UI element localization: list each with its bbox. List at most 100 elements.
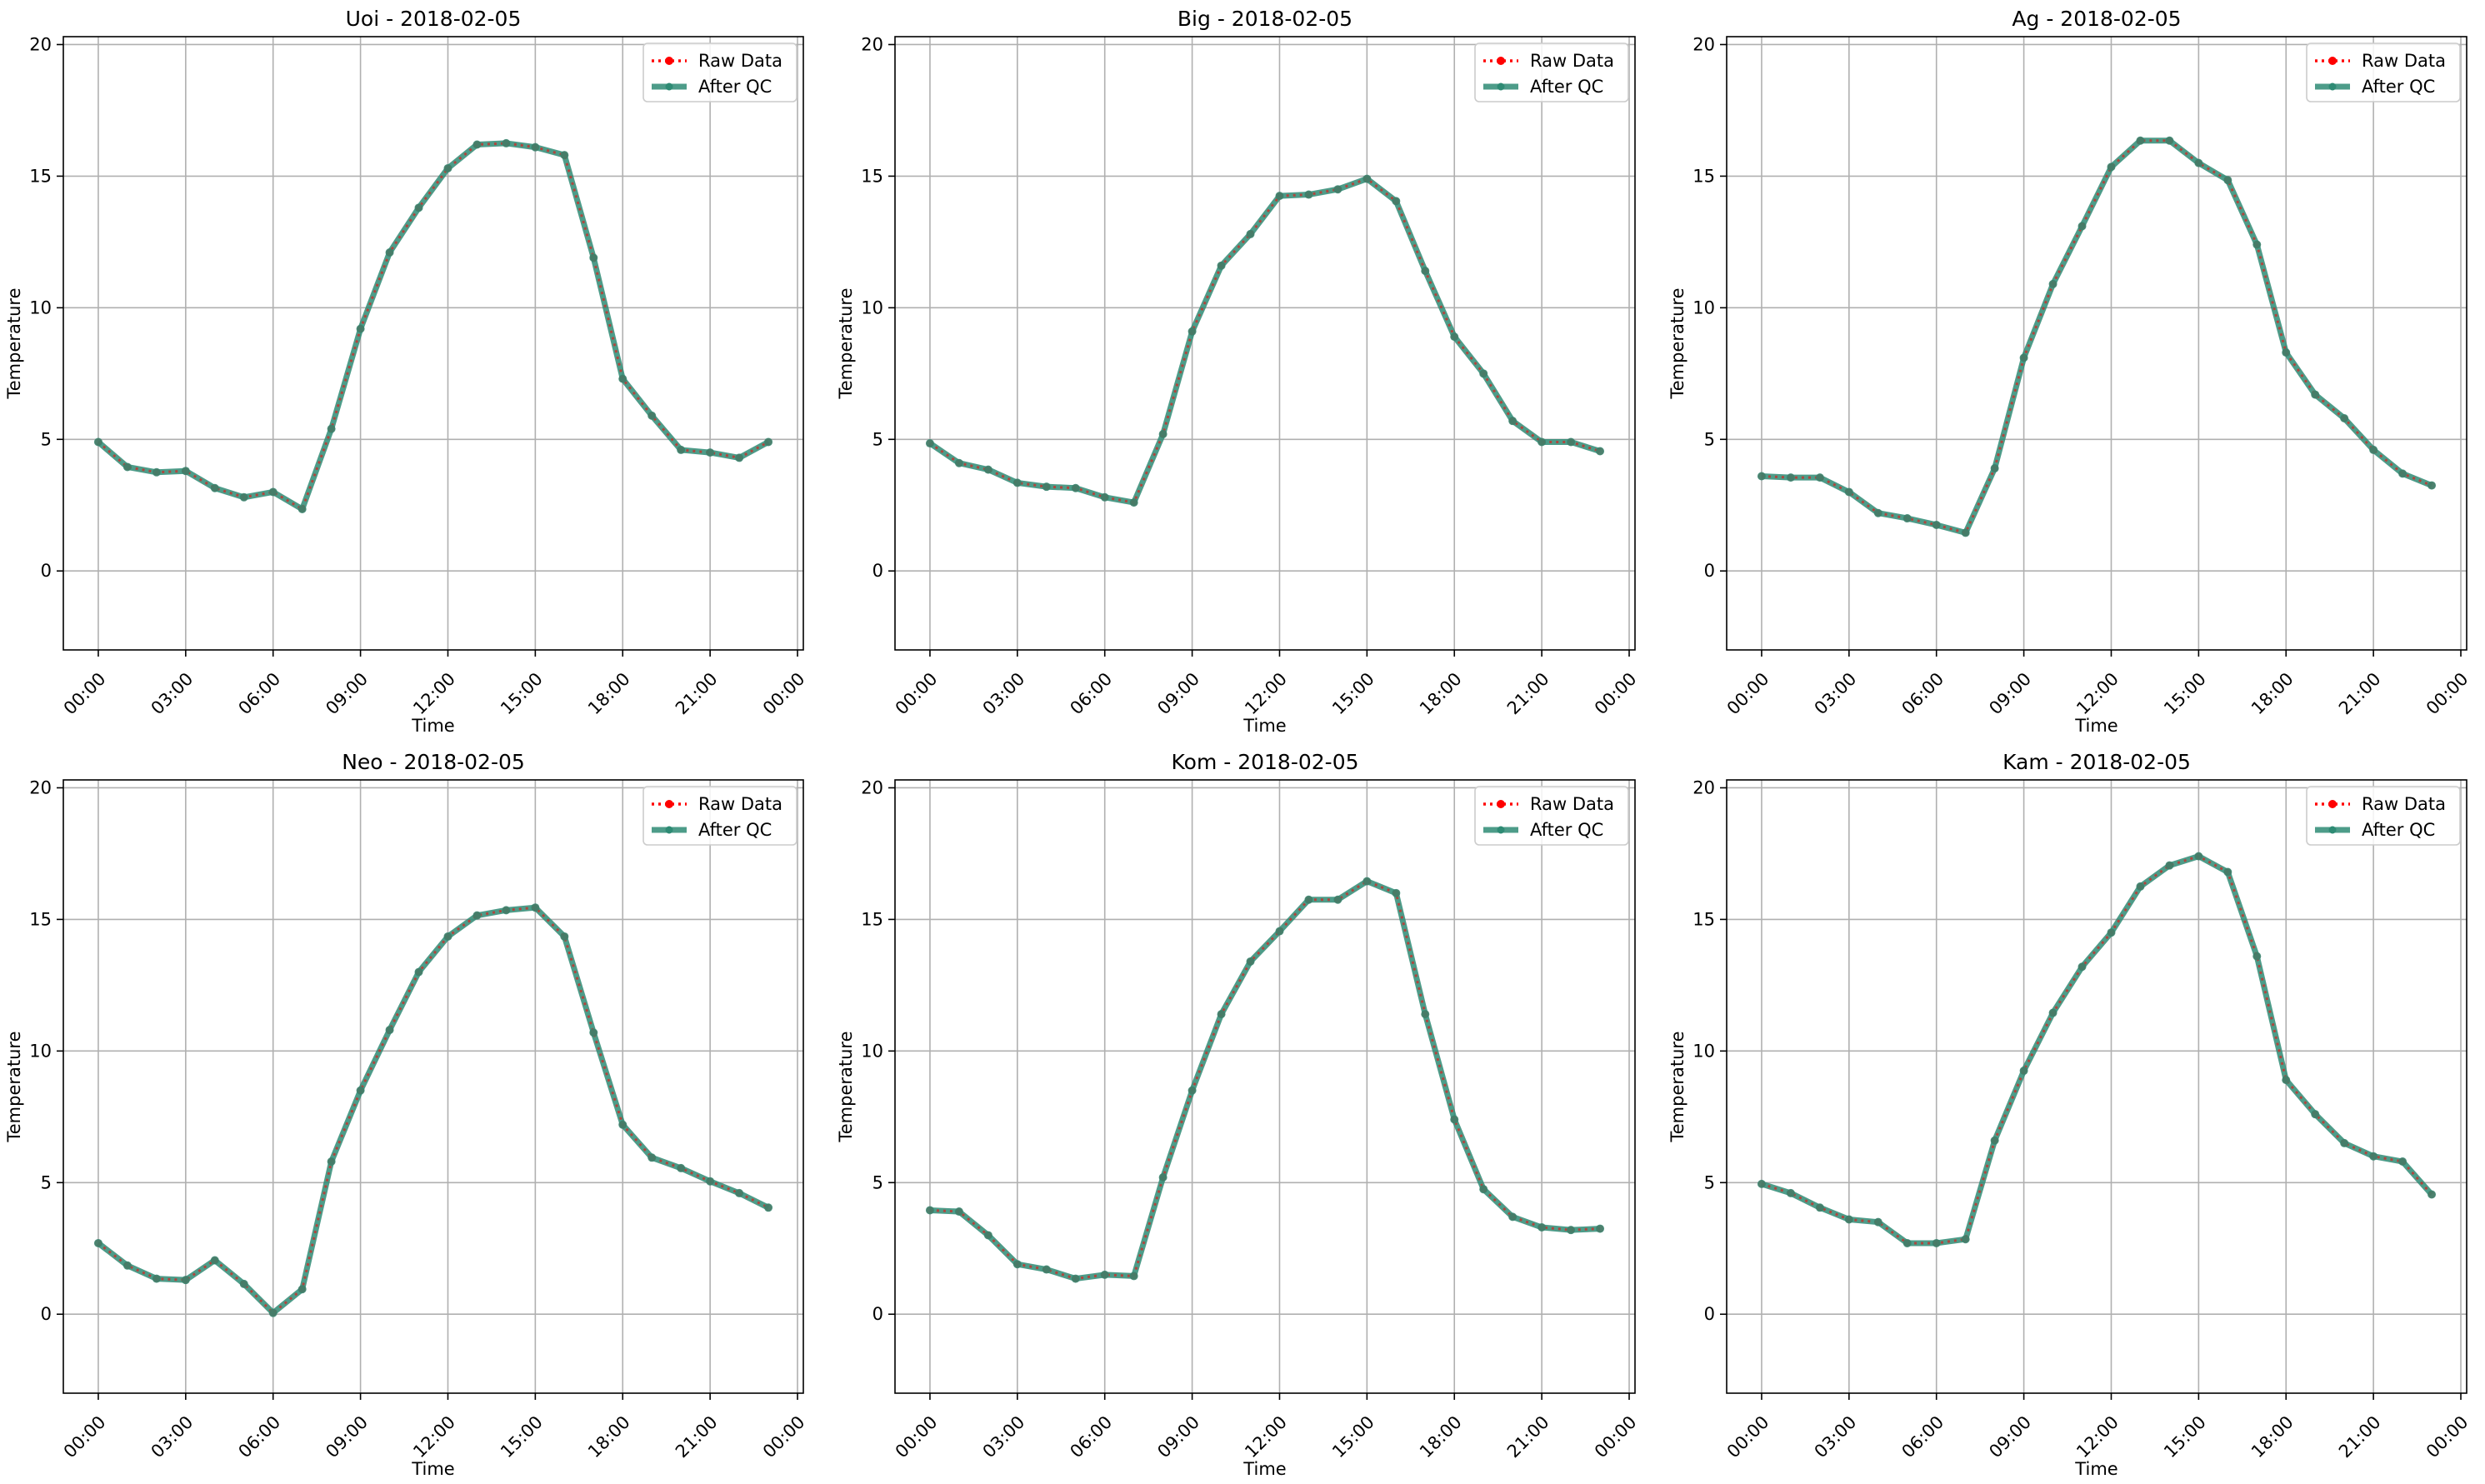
x-tick-label: 00:00 [759, 669, 809, 719]
data-point-after-qc [1304, 190, 1313, 199]
data-point-after-qc [735, 1188, 744, 1197]
legend-marker-raw [2328, 57, 2337, 65]
data-point-after-qc [1246, 957, 1255, 966]
legend-marker-raw [665, 57, 673, 65]
legend-label-after-qc: After QC [1530, 820, 1603, 840]
y-tick-label: 15 [1692, 909, 1715, 929]
y-tick-label: 15 [29, 909, 52, 929]
data-point-after-qc [954, 458, 963, 467]
data-point-after-qc [1902, 514, 1912, 523]
data-point-after-qc [1786, 473, 1795, 482]
data-point-after-qc [2165, 136, 2174, 145]
data-point-after-qc [531, 142, 540, 152]
data-point-after-qc [1596, 1224, 1605, 1233]
legend-label-after-qc: After QC [2362, 77, 2435, 97]
data-point-after-qc [2048, 279, 2058, 288]
data-point-after-qc [983, 1231, 992, 1240]
legend-label-after-qc: After QC [698, 820, 772, 840]
data-point-after-qc [239, 1279, 248, 1288]
x-tick-label: 00:00 [2422, 1412, 2472, 1462]
data-point-after-qc [1304, 895, 1313, 904]
x-tick-label: 00:00 [60, 1412, 110, 1462]
data-point-after-qc [210, 1256, 219, 1265]
data-point-after-qc [1421, 267, 1430, 276]
data-point-after-qc [1188, 327, 1197, 336]
y-tick-label: 10 [861, 297, 883, 317]
y-tick-label: 0 [1704, 561, 1715, 581]
data-point-after-qc [327, 424, 336, 433]
y-axis-label: Temperature [1668, 1031, 1688, 1142]
data-point-after-qc [2340, 1138, 2349, 1147]
y-tick-label: 15 [1692, 166, 1715, 186]
axes-frame [894, 36, 1636, 651]
legend-marker-raw [665, 800, 673, 808]
data-point-after-qc [268, 487, 278, 497]
legend-marker-raw [1497, 57, 1505, 65]
chart-title: Neo - 2018-02-05 [342, 750, 525, 774]
data-point-after-qc [2311, 1110, 2320, 1119]
axes-frame [62, 36, 804, 651]
x-tick-label: 00:00 [60, 669, 110, 719]
x-tick-label: 09:00 [1985, 1412, 2035, 1462]
data-point-after-qc [152, 1274, 161, 1283]
data-point-after-qc [925, 439, 934, 448]
series-line-raw-data [929, 177, 1601, 504]
data-point-after-qc [560, 932, 569, 941]
chart-title: Kam - 2018-02-05 [2002, 750, 2191, 774]
x-axis-label: Time [2074, 716, 2118, 736]
legend-label-raw: Raw Data [2362, 51, 2446, 71]
x-tick-label: 12:00 [1241, 1412, 1291, 1462]
x-tick-label: 18:00 [1416, 1412, 1466, 1462]
x-tick-label: 00:00 [892, 1412, 942, 1462]
data-point-after-qc [1479, 369, 1488, 378]
data-point-after-qc [2311, 390, 2320, 399]
legend-marker-after-qc [665, 82, 673, 91]
data-point-after-qc [298, 1285, 307, 1294]
grid [1727, 780, 2467, 1393]
axes-frame [1726, 779, 2468, 1394]
x-tick-label: 03:00 [1811, 669, 1861, 719]
data-point-after-qc [268, 1308, 278, 1317]
data-point-after-qc [414, 967, 423, 977]
y-tick-label: 10 [29, 1041, 52, 1061]
grid [63, 780, 803, 1393]
y-axis-label: Temperature [4, 1031, 24, 1142]
data-point-after-qc [2252, 240, 2262, 249]
x-tick-label: 09:00 [1153, 1412, 1203, 1462]
x-tick-label: 09:00 [322, 1412, 372, 1462]
data-point-after-qc [2223, 867, 2232, 877]
data-point-after-qc [589, 1028, 598, 1037]
legend-marker-raw [2328, 800, 2337, 808]
data-point-after-qc [589, 253, 598, 262]
data-point-after-qc [2019, 1067, 2028, 1076]
x-tick-label: 21:00 [672, 1412, 722, 1462]
data-point-after-qc [2369, 1152, 2378, 1161]
x-tick-label: 21:00 [672, 669, 722, 719]
data-point-after-qc [210, 483, 219, 492]
x-tick-label: 00:00 [1591, 1412, 1641, 1462]
data-point-after-qc [764, 437, 773, 447]
data-point-after-qc [181, 1276, 190, 1285]
data-point-after-qc [239, 492, 248, 502]
legend-label-raw: Raw Data [698, 794, 782, 814]
series-line-raw-data [1761, 854, 2433, 1245]
data-point-after-qc [1362, 174, 1372, 183]
grid [895, 37, 1635, 650]
x-tick-label: 03:00 [1811, 1412, 1861, 1462]
data-point-after-qc [472, 911, 482, 920]
x-tick-label: 09:00 [322, 669, 372, 719]
series-line-after-qc [928, 176, 1602, 506]
x-axis-label: Time [1242, 716, 1286, 736]
grid [895, 780, 1635, 1393]
data-point-after-qc [1333, 185, 1342, 194]
x-tick-label: 06:00 [1066, 669, 1116, 719]
data-point-after-qc [1932, 1238, 1941, 1247]
x-tick-label: 21:00 [2335, 669, 2385, 719]
data-point-after-qc [1392, 197, 1401, 206]
x-tick-label: 18:00 [1416, 669, 1466, 719]
x-axis-label: Time [1242, 1459, 1286, 1479]
data-point-after-qc [1873, 1217, 1882, 1227]
data-points [1757, 136, 2437, 537]
x-tick-label: 12:00 [1241, 669, 1291, 719]
